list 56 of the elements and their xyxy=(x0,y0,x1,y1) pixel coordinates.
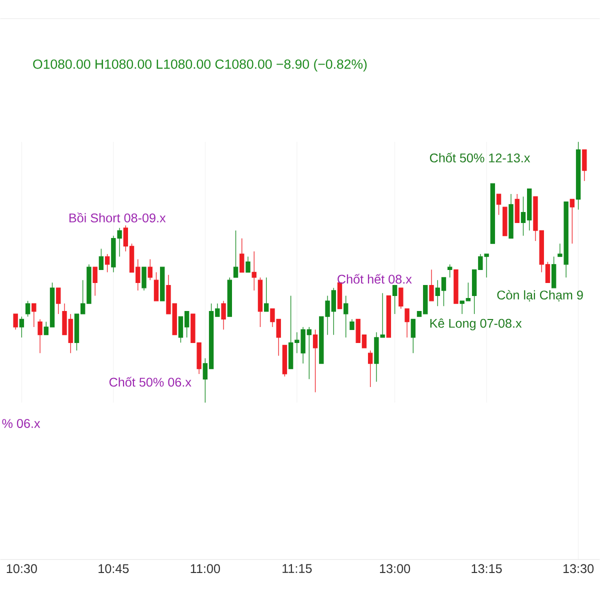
candlestick xyxy=(148,258,152,280)
x-tick-label: 11:15 xyxy=(282,564,312,573)
candlestick xyxy=(410,318,416,354)
candlestick xyxy=(25,300,30,317)
candlestick xyxy=(92,266,98,296)
candlestick xyxy=(227,276,232,317)
x-tick-label: 11:00 xyxy=(190,564,220,573)
candlestick xyxy=(160,266,165,302)
candlestick xyxy=(240,238,244,272)
annotation: Kê Long 07-08.x xyxy=(430,318,522,330)
annotation: Chốt hết 08.x xyxy=(338,274,412,284)
candlestick xyxy=(264,276,269,312)
candlestick xyxy=(368,350,373,388)
annotation: Chốt 50% 12-13.x xyxy=(430,152,530,162)
candlestick xyxy=(582,149,587,182)
candlestick xyxy=(104,253,110,272)
annotation: Còn lại Chạm 9 xyxy=(497,290,583,302)
candlestick xyxy=(282,344,288,377)
candlestick xyxy=(258,276,263,328)
candlestick xyxy=(551,256,556,288)
candlestick xyxy=(448,264,452,278)
candlestick xyxy=(508,193,514,238)
candlestick xyxy=(221,300,226,330)
candlestick xyxy=(154,272,159,302)
candlestick xyxy=(386,295,392,338)
x-tick-label: 13:30 xyxy=(563,564,594,573)
candlestick xyxy=(233,230,238,278)
text: % 06.x xyxy=(2,418,40,428)
candlestick xyxy=(392,284,398,314)
candlestick xyxy=(429,269,434,302)
candlestick xyxy=(337,282,342,309)
candlestick xyxy=(350,318,354,330)
x-tick-label: 10:45 xyxy=(98,564,129,573)
candlestick xyxy=(454,269,458,304)
x-tick-label: 13:00 xyxy=(380,564,410,573)
candlestick xyxy=(576,141,581,210)
candlestick xyxy=(38,318,42,354)
candlestick xyxy=(404,308,410,338)
candlestick xyxy=(398,287,404,309)
candlestick xyxy=(98,248,104,270)
candlestick xyxy=(246,256,250,272)
x-tick-label: 13:15 xyxy=(472,564,502,573)
candlestick xyxy=(496,193,502,215)
chart-subtitle: O1080.00 H1080.00 L1080.00 C1080.00 −8.90 (−0.82%) xyxy=(33,58,367,72)
candlestick xyxy=(514,193,520,223)
candlestick xyxy=(13,313,18,330)
candlestick xyxy=(502,206,508,236)
annotation: Bồi Short 08-09.x xyxy=(69,212,166,222)
candlestick xyxy=(32,302,36,328)
candlestick xyxy=(19,316,24,338)
candlestick xyxy=(490,183,496,244)
x-tick-label: 10:30 xyxy=(6,564,37,573)
candlestick xyxy=(142,266,146,291)
candlestick xyxy=(344,295,348,338)
candlestick xyxy=(56,287,61,314)
annotation: Chốt 50% 06.x xyxy=(109,376,192,386)
